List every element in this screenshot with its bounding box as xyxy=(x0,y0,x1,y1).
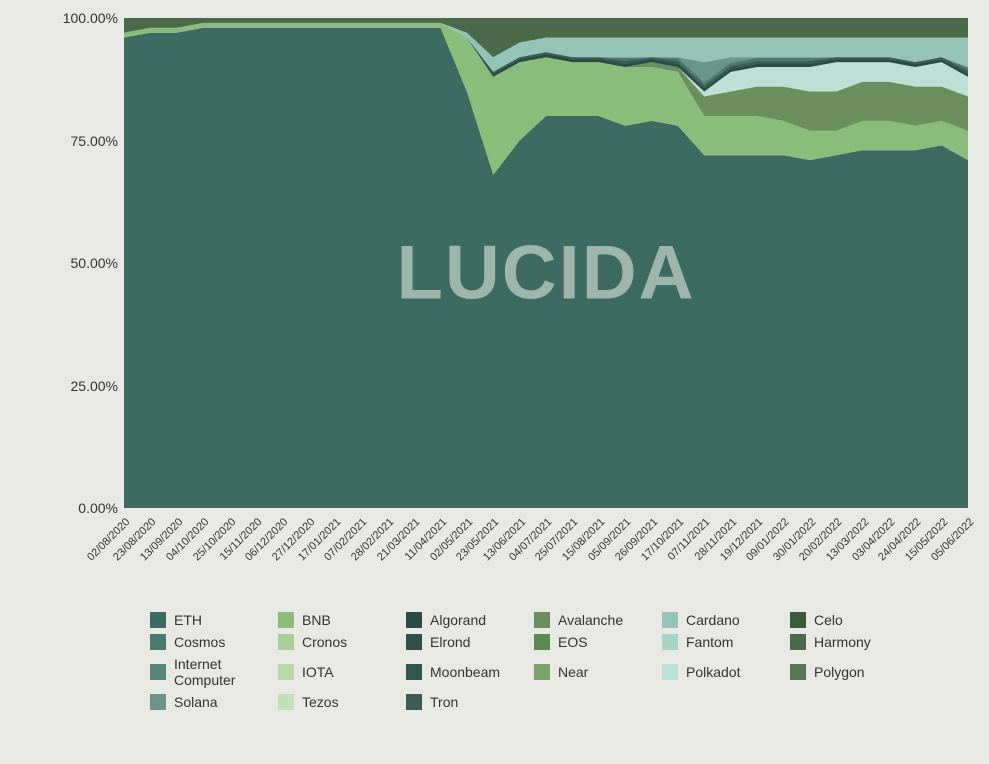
legend-label: Tron xyxy=(430,694,458,710)
legend-swatch xyxy=(662,664,678,680)
legend-swatch xyxy=(150,694,166,710)
legend-item-internet-computer: Internet Computer xyxy=(150,656,270,688)
legend-item-polkadot: Polkadot xyxy=(662,656,782,688)
legend-item-near: Near xyxy=(534,656,654,688)
stacked-area-chart: 0.00%25.00%50.00%75.00%100.00% LUCIDA 02… xyxy=(28,18,968,578)
legend-item-eos: EOS xyxy=(534,634,654,650)
y-tick-label: 100.00% xyxy=(28,10,118,26)
legend-label: Cardano xyxy=(686,612,740,628)
legend: ETH BNB Algorand Avalanche Cardano Celo Cosmos… xyxy=(150,612,910,710)
legend-swatch xyxy=(790,612,806,628)
legend-item-elrond: Elrond xyxy=(406,634,526,650)
x-axis: 02/08/202023/08/202013/09/202004/10/2020… xyxy=(124,516,968,576)
legend-swatch xyxy=(534,634,550,650)
legend-swatch xyxy=(150,664,166,680)
legend-label: Fantom xyxy=(686,634,733,650)
legend-label: Internet Computer xyxy=(174,656,270,688)
legend-label: Polygon xyxy=(814,664,865,680)
legend-label: Solana xyxy=(174,694,218,710)
legend-swatch xyxy=(278,612,294,628)
plot-area: LUCIDA xyxy=(124,18,968,508)
legend-item-solana: Solana xyxy=(150,694,270,710)
legend-swatch xyxy=(150,634,166,650)
legend-label: ETH xyxy=(174,612,202,628)
legend-swatch xyxy=(790,634,806,650)
legend-label: Elrond xyxy=(430,634,470,650)
legend-item-cardano: Cardano xyxy=(662,612,782,628)
legend-label: Cosmos xyxy=(174,634,225,650)
y-tick-label: 0.00% xyxy=(28,500,118,516)
legend-label: Moonbeam xyxy=(430,664,500,680)
legend-item-cosmos: Cosmos xyxy=(150,634,270,650)
legend-item-iota: IOTA xyxy=(278,656,398,688)
legend-swatch xyxy=(406,612,422,628)
legend-item-algorand: Algorand xyxy=(406,612,526,628)
legend-label: EOS xyxy=(558,634,588,650)
y-axis: 0.00%25.00%50.00%75.00%100.00% xyxy=(28,18,118,508)
legend-label: Cronos xyxy=(302,634,347,650)
legend-label: Harmony xyxy=(814,634,871,650)
legend-label: IOTA xyxy=(302,664,334,680)
legend-item-celo: Celo xyxy=(790,612,910,628)
legend-label: Tezos xyxy=(302,694,339,710)
legend-item-harmony: Harmony xyxy=(790,634,910,650)
legend-label: Celo xyxy=(814,612,843,628)
legend-label: Algorand xyxy=(430,612,486,628)
y-tick-label: 75.00% xyxy=(28,133,118,149)
legend-swatch xyxy=(790,664,806,680)
legend-item-polygon: Polygon xyxy=(790,656,910,688)
legend-swatch xyxy=(662,612,678,628)
legend-swatch xyxy=(278,664,294,680)
legend-item-cronos: Cronos xyxy=(278,634,398,650)
legend-swatch xyxy=(406,694,422,710)
legend-item-moonbeam: Moonbeam xyxy=(406,656,526,688)
y-tick-label: 50.00% xyxy=(28,255,118,271)
legend-swatch xyxy=(150,612,166,628)
legend-swatch xyxy=(534,612,550,628)
legend-label: BNB xyxy=(302,612,331,628)
legend-swatch xyxy=(278,634,294,650)
legend-item-bnb: BNB xyxy=(278,612,398,628)
legend-item-fantom: Fantom xyxy=(662,634,782,650)
legend-item-avalanche: Avalanche xyxy=(534,612,654,628)
legend-item-tezos: Tezos xyxy=(278,694,398,710)
stacked-area-svg xyxy=(124,18,968,508)
legend-label: Avalanche xyxy=(558,612,623,628)
legend-item-tron: Tron xyxy=(406,694,526,710)
y-tick-label: 25.00% xyxy=(28,378,118,394)
legend-swatch xyxy=(406,664,422,680)
legend-label: Near xyxy=(558,664,588,680)
legend-swatch xyxy=(278,694,294,710)
legend-swatch xyxy=(662,634,678,650)
legend-swatch xyxy=(534,664,550,680)
legend-swatch xyxy=(406,634,422,650)
legend-item-eth: ETH xyxy=(150,612,270,628)
legend-label: Polkadot xyxy=(686,664,740,680)
